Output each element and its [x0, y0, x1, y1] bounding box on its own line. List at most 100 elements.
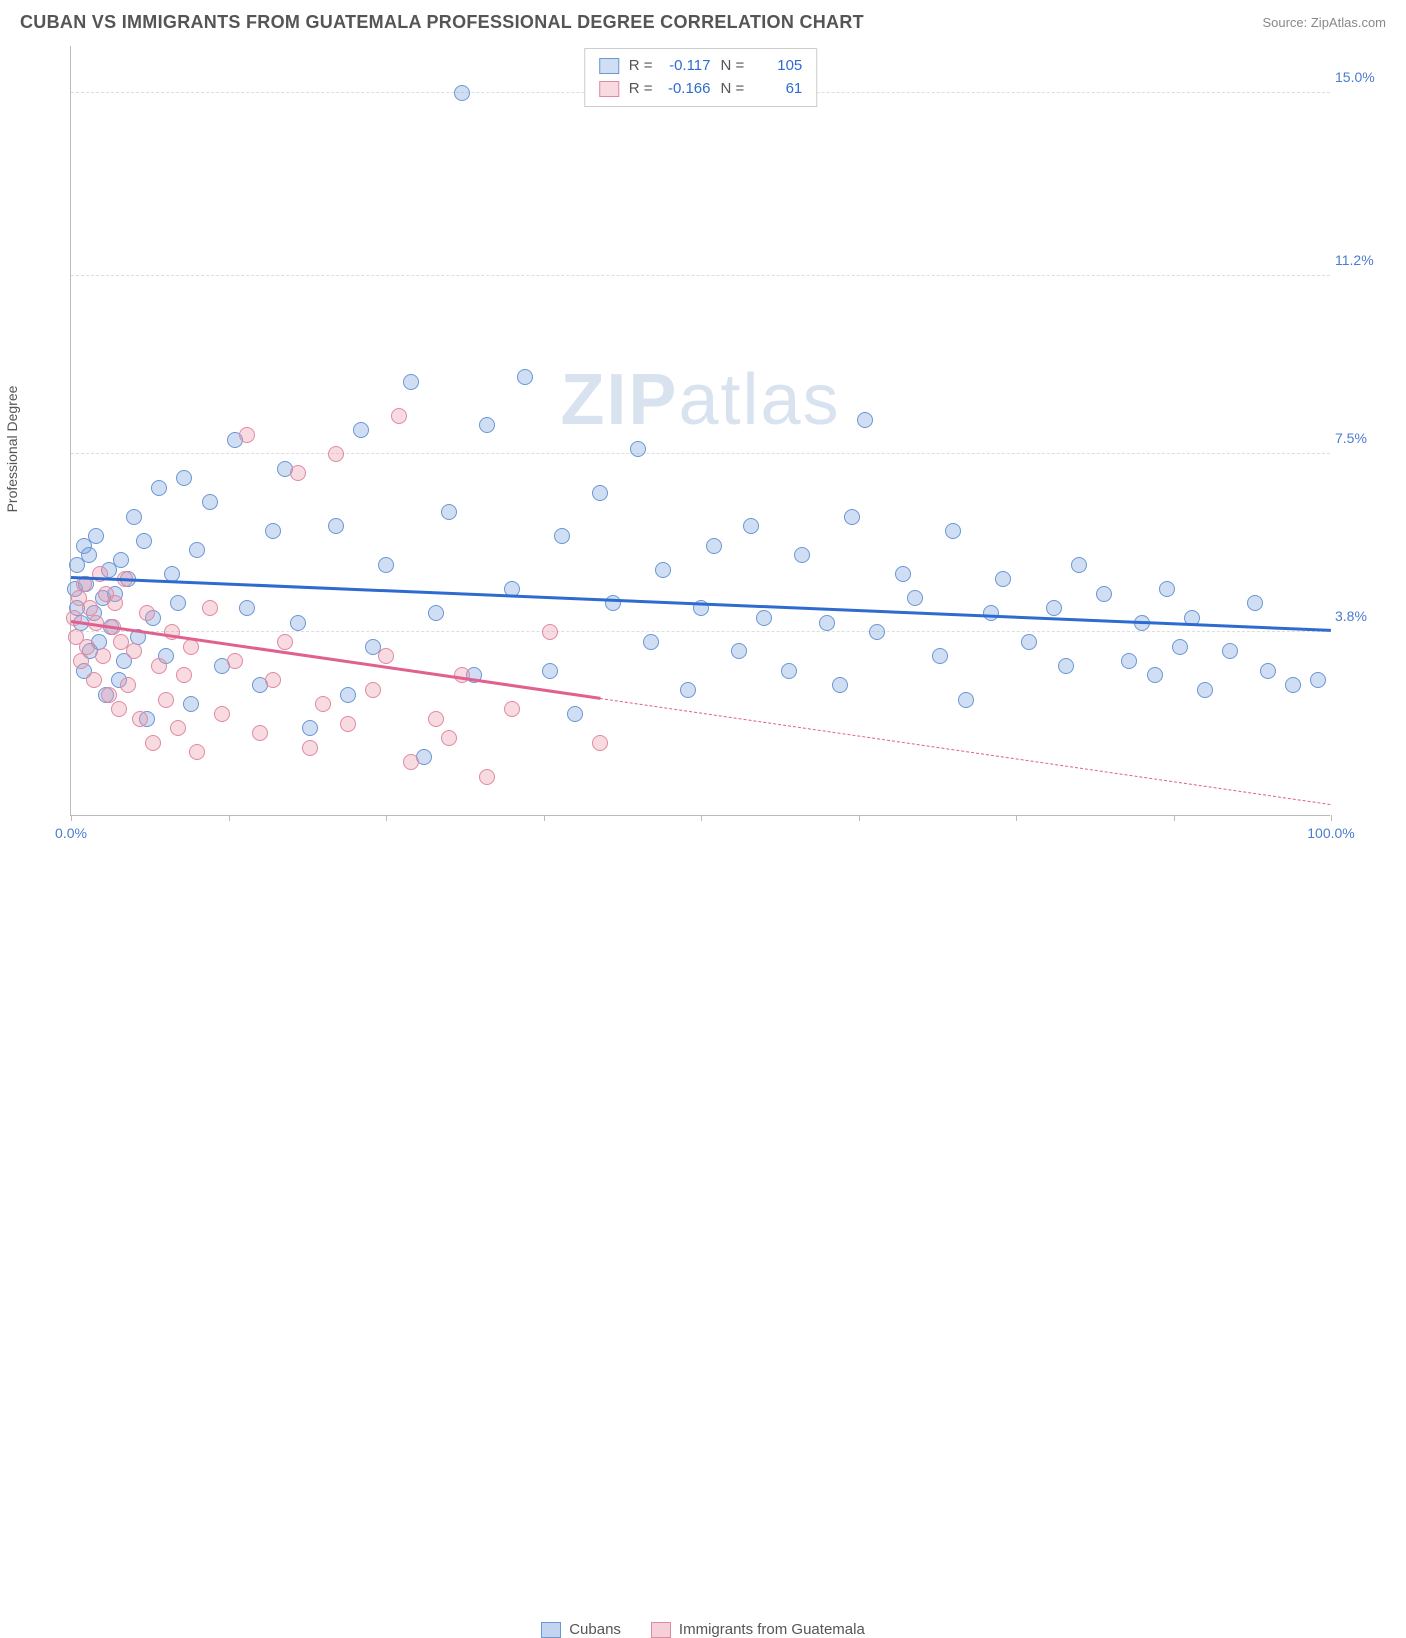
- x-tick-mark: [386, 815, 387, 821]
- data-point: [983, 605, 999, 621]
- x-tick-mark: [701, 815, 702, 821]
- data-point: [1260, 663, 1276, 679]
- watermark: ZIPatlas: [560, 359, 840, 441]
- data-point: [202, 600, 218, 616]
- data-point: [95, 648, 111, 664]
- data-point: [756, 610, 772, 626]
- data-point: [706, 538, 722, 554]
- y-tick-label: 7.5%: [1335, 430, 1390, 446]
- data-point: [844, 509, 860, 525]
- data-point: [340, 716, 356, 732]
- data-point: [428, 605, 444, 621]
- chart-source: Source: ZipAtlas.com: [1262, 15, 1386, 30]
- data-point: [592, 485, 608, 501]
- data-point: [189, 744, 205, 760]
- data-point: [542, 663, 558, 679]
- chart-area: Professional Degree 3.8%7.5%11.2%15.0%0.…: [20, 41, 1386, 856]
- data-point: [630, 441, 646, 457]
- x-tick-label: 100.0%: [1307, 825, 1354, 841]
- data-point: [158, 692, 174, 708]
- data-point: [151, 658, 167, 674]
- data-point: [1222, 643, 1238, 659]
- gridline: [71, 275, 1330, 276]
- data-point: [504, 701, 520, 717]
- stat-n-value: 61: [754, 78, 802, 101]
- data-point: [265, 523, 281, 539]
- data-point: [958, 692, 974, 708]
- data-point: [239, 427, 255, 443]
- chart-title: CUBAN VS IMMIGRANTS FROM GUATEMALA PROFE…: [20, 12, 864, 33]
- data-point: [907, 590, 923, 606]
- x-tick-mark: [71, 815, 72, 821]
- data-point: [479, 417, 495, 433]
- trend-line: [71, 576, 1331, 632]
- data-point: [290, 615, 306, 631]
- data-point: [567, 706, 583, 722]
- data-point: [145, 735, 161, 751]
- data-point: [126, 509, 142, 525]
- data-point: [932, 648, 948, 664]
- gridline: [71, 453, 1330, 454]
- y-tick-label: 3.8%: [1335, 608, 1390, 624]
- x-tick-mark: [1016, 815, 1017, 821]
- data-point: [81, 547, 97, 563]
- data-point: [454, 85, 470, 101]
- stat-r-value: -0.166: [663, 78, 711, 101]
- data-point: [743, 518, 759, 534]
- stat-r-value: -0.117: [663, 55, 711, 78]
- data-point: [1021, 634, 1037, 650]
- data-point: [183, 696, 199, 712]
- data-point: [832, 677, 848, 693]
- stat-n-label: N =: [721, 78, 745, 101]
- data-point: [1046, 600, 1062, 616]
- data-point: [340, 687, 356, 703]
- data-point: [151, 480, 167, 496]
- stat-n-value: 105: [754, 55, 802, 78]
- data-point: [1247, 595, 1263, 611]
- data-point: [995, 571, 1011, 587]
- stats-row: R =-0.166N =61: [599, 78, 803, 101]
- data-point: [214, 706, 230, 722]
- data-point: [441, 730, 457, 746]
- x-tick-mark: [1174, 815, 1175, 821]
- data-point: [1071, 557, 1087, 573]
- x-tick-label: 0.0%: [55, 825, 87, 841]
- data-point: [1121, 653, 1137, 669]
- x-tick-mark: [859, 815, 860, 821]
- data-point: [643, 634, 659, 650]
- data-point: [1159, 581, 1175, 597]
- series-swatch: [599, 81, 619, 97]
- data-point: [328, 518, 344, 534]
- data-point: [479, 769, 495, 785]
- x-tick-mark: [544, 815, 545, 821]
- data-point: [139, 605, 155, 621]
- legend-swatch: [651, 1622, 671, 1638]
- data-point: [176, 470, 192, 486]
- data-point: [1310, 672, 1326, 688]
- data-point: [107, 595, 123, 611]
- data-point: [441, 504, 457, 520]
- data-point: [731, 643, 747, 659]
- data-point: [353, 422, 369, 438]
- data-point: [252, 725, 268, 741]
- data-point: [176, 667, 192, 683]
- trend-line: [600, 698, 1331, 805]
- data-point: [302, 720, 318, 736]
- data-point: [378, 557, 394, 573]
- x-tick-mark: [1331, 815, 1332, 821]
- data-point: [819, 615, 835, 631]
- data-point: [132, 711, 148, 727]
- data-point: [945, 523, 961, 539]
- data-point: [680, 682, 696, 698]
- data-point: [1096, 586, 1112, 602]
- data-point: [315, 696, 331, 712]
- data-point: [202, 494, 218, 510]
- data-point: [79, 639, 95, 655]
- data-point: [239, 600, 255, 616]
- data-point: [403, 374, 419, 390]
- data-point: [170, 595, 186, 611]
- data-point: [113, 552, 129, 568]
- data-point: [554, 528, 570, 544]
- data-point: [120, 677, 136, 693]
- data-point: [101, 687, 117, 703]
